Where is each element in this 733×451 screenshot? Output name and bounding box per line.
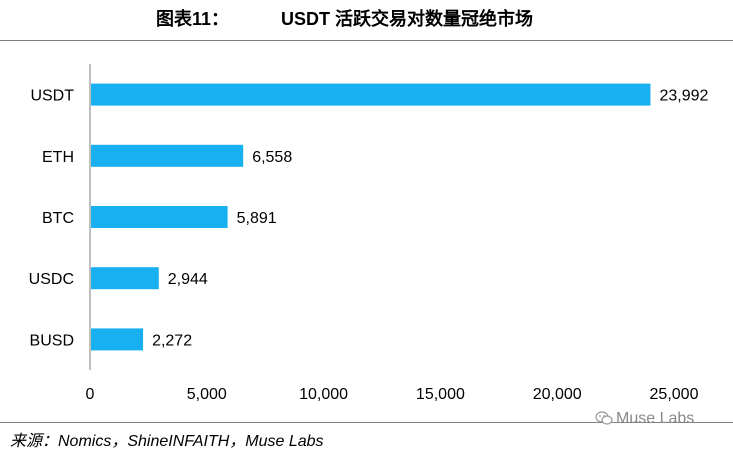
y-tick-label: ETH (42, 149, 74, 166)
wechat-icon (595, 411, 613, 425)
x-tick-label: 0 (86, 386, 95, 403)
chart-title-block: 图表11： USDT 活跃交易对数量冠绝市场 (0, 2, 733, 32)
bar-usdc (91, 267, 159, 290)
bar-btc (91, 206, 228, 228)
x-tick-label: 25,000 (650, 386, 699, 403)
source-note: 来源：Nomics，ShineINFAITH，Muse Labs (10, 433, 324, 450)
data-label: 2,944 (168, 271, 208, 288)
y-tick-label: USDC (29, 271, 74, 288)
bar-busd (91, 328, 144, 351)
bar-chart: USDT 23,992 ETH 6,558 BTC 5,891 USDC 2,944 BUSD 2… (29, 64, 708, 403)
data-label: 2,272 (152, 332, 192, 349)
watermark: Muse Labs (595, 410, 694, 428)
chart-title: USDT 活跃交易对数量冠绝市场 (281, 9, 533, 29)
figure-number: 图表11： (156, 9, 230, 29)
y-tick-label: BUSD (30, 332, 74, 349)
x-tick-label: 10,000 (299, 386, 348, 403)
data-label: 5,891 (237, 210, 277, 227)
data-label: 6,558 (252, 149, 292, 166)
watermark-text: Muse Labs (616, 410, 695, 427)
bottom-rule (0, 422, 733, 423)
x-tick-label: 20,000 (533, 386, 582, 403)
y-tick-label: BTC (42, 210, 74, 227)
top-rule (0, 40, 733, 41)
data-label: 23,992 (659, 88, 708, 105)
x-tick-label: 5,000 (187, 386, 227, 403)
x-tick-label: 15,000 (416, 386, 465, 403)
bar-usdt (91, 83, 651, 106)
y-tick-label: USDT (30, 88, 74, 105)
bar-eth (91, 144, 244, 167)
